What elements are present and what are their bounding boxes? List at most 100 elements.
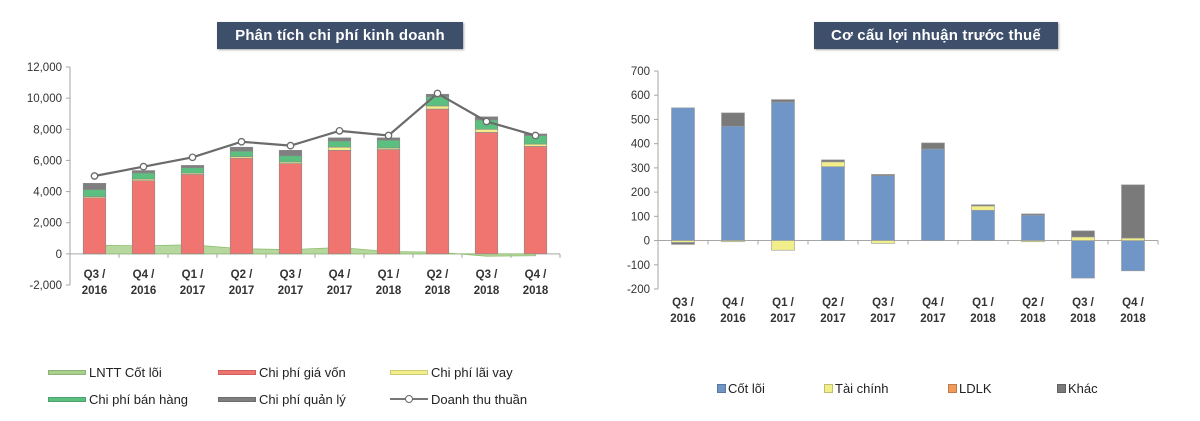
bar-segment-khác [1121,184,1145,239]
x-tick-label: 2016 [720,313,746,325]
bar-segment-chi-phí-quản-lý [131,170,156,174]
revenue-point [433,89,442,98]
x-tick-label: 2017 [180,285,206,297]
x-tick-label: Q4 / [1122,297,1145,309]
legend-item-cogs: Chi phí giá vốn [218,363,346,381]
bar-segment-chi-phí-bán-hàng [327,140,352,148]
legend-swatch [48,369,86,375]
bar-segment-tài-chính [1021,240,1045,243]
bar-segment-khác [821,159,845,163]
bar-segment-tài-chính [771,240,795,251]
legend-item-revenue: Doanh thu thuần [390,390,527,408]
legend-label: Chi phí bán hàng [89,391,189,407]
bar-segment-chi-phí-quản-lý [278,150,303,157]
y-tick-label: -2,000 [29,280,62,292]
legend-label: LNTT Cốt lõi [89,364,162,380]
legend-item-finance: Tài chính [824,379,888,397]
x-tick-label: Q3 / [672,297,695,309]
y-tick-label: 4,000 [33,187,62,199]
bar-segment-chi-phí-giá-vốn [376,149,401,255]
x-tick-label: 2016 [131,285,157,297]
cost-analysis-chart: Phân tích chi phí kinh doanh -2,000 0 2,00… [27,22,561,408]
bar-segment-chi-phí-giá-vốn [425,108,450,255]
line-marker-icon [390,394,428,404]
x-tick-label: 2016 [670,313,696,325]
x-tick-label: 2017 [327,285,353,297]
x-tick-label: 2018 [523,285,549,297]
revenue-point [286,141,295,150]
bar-segment-chi-phí-giá-vốn [327,150,352,255]
bar-segment-chi-phí-lãi-vay [327,146,352,151]
bar-segment-cốt-lõi [721,125,745,241]
legend-item-lntt: LNTT Cốt lõi [48,363,162,381]
bar-segment-chi-phí-lãi-vay [523,143,548,147]
bar-segment-chi-phí-giá-vốn [131,180,156,255]
bar-segment-cốt-lõi [1121,240,1145,272]
legend-swatch [717,383,726,393]
chart-title: Phân tích chi phí kinh doanh [217,22,463,49]
x-tick-label: 2017 [920,313,946,325]
bar-segment-tài-chính [1071,236,1095,241]
x-tick-label: Q2 / [427,269,450,281]
bar-segment-cốt-lõi [1071,240,1095,279]
bar-segment-cốt-lõi [821,166,845,241]
bar-segment-chi-phí-giá-vốn [278,163,303,255]
revenue-point [384,131,393,140]
cost-analysis-plot: -2,000 0 2,000 4,000 6,000 8,000 10,000 12,000 Q… [27,62,561,297]
legend-label: Chi phí giá vốn [259,364,346,380]
bar-segment-chi-phí-bán-hàng [131,172,156,180]
bar-segment-cốt-lõi [771,101,795,241]
bar-segment-khác [721,112,745,127]
legend-label: Cốt lõi [728,380,765,396]
y-tick-label: 700 [631,66,650,78]
bar-segment-chi-phí-giá-vốn [474,132,499,255]
bar-segment-khác [921,142,945,150]
bar-segment-khác [1021,213,1045,216]
bar-segment-cốt-lõi [871,175,895,241]
x-tick-label: Q1 / [972,297,995,309]
bar-segment-cốt-lõi [971,209,995,241]
bar-segment-khác [971,204,995,207]
x-tick-label: Q4 / [329,269,352,281]
bar-segment-tài-chính [721,240,745,243]
y-tick-label: 6,000 [33,155,62,167]
bar-segment-chi-phí-quản-lý [327,137,352,142]
legend-swatch [48,396,86,402]
revenue-point [139,162,148,171]
bar-segment-chi-phí-lãi-vay [425,105,450,110]
legend-label: Tài chính [835,380,889,396]
x-tick-label: Q1 / [772,297,795,309]
revenue-point [482,117,491,126]
x-tick-label: Q4 / [922,297,945,309]
legend-item-core: Cốt lõi [717,379,765,397]
legend-swatch [218,369,256,375]
x-tick-label: 2017 [770,313,796,325]
legend-swatch [1057,383,1066,393]
x-tick-label: 2018 [970,313,996,325]
bar-segment-chi-phí-quản-lý [229,146,254,152]
y-tick-label: 8,000 [33,124,62,136]
profit-structure-chart: Cơ cấu lợi nhuận trước thuế -200 -100 0 100… [600,0,1200,421]
legend-swatch [390,369,428,375]
legend-swatch [948,383,957,393]
x-tick-label: 2017 [229,285,255,297]
x-tick-label: Q4 / [722,297,745,309]
bar-segment-chi-phí-bán-hàng [180,167,205,174]
bar-segment-khác [671,242,695,245]
revenue-point [531,131,540,140]
y-tick-label: 12,000 [27,62,62,74]
x-tick-label: Q4 / [525,269,548,281]
y-tick-label: 100 [631,211,650,223]
y-tick-label: 600 [631,90,650,102]
legend-label: Khác [1068,380,1098,396]
y-tick-label: 10,000 [27,93,62,105]
legend-item-other: Khác [1057,379,1098,397]
bar-segment-cốt-lõi [921,148,945,241]
y-tick-label: 500 [631,114,650,126]
y-tick-label: 0 [56,249,62,261]
x-tick-label: Q3 / [280,269,303,281]
x-tick-label: Q1 / [378,269,401,281]
x-tick-label: Q3 / [1072,297,1095,309]
legend-label: Chi phí quản lý [259,391,346,407]
x-tick-label: 2018 [1070,313,1096,325]
